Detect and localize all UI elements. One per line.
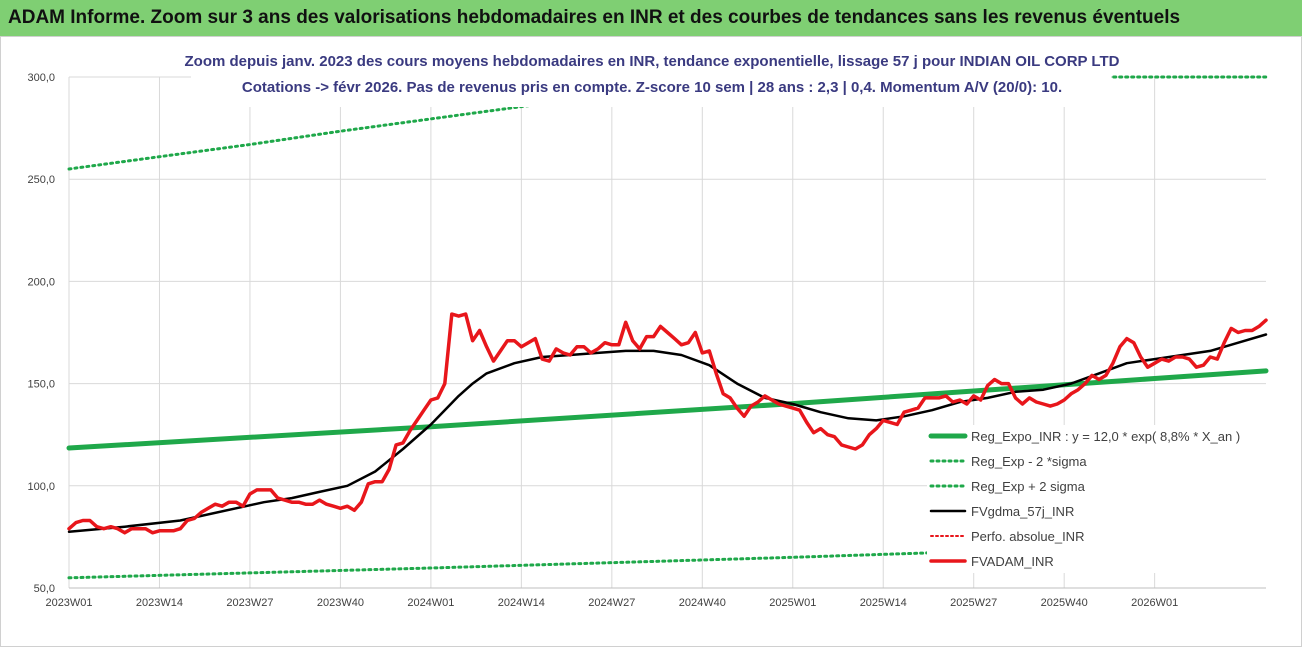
legend-label: FVgdma_57j_INR (971, 504, 1074, 519)
y-tick-label: 200,0 (27, 276, 55, 288)
chart-title-background (191, 45, 1111, 107)
x-tick-label: 2023W27 (226, 597, 273, 609)
x-tick-label: 2025W14 (860, 597, 907, 609)
series-fvgdma-line (67, 333, 1268, 534)
report-title: ADAM Informe. Zoom sur 3 ans des valoris… (8, 7, 1181, 28)
x-tick-label: 2025W27 (950, 597, 997, 609)
header-bar: ADAM Informe. Zoom sur 3 ans des valoris… (0, 0, 1302, 37)
legend-label: Reg_Exp - 2 *sigma (971, 454, 1087, 469)
x-tick-label: 2026W01 (1131, 597, 1178, 609)
y-tick-label: 150,0 (27, 379, 55, 391)
x-tick-label: 2024W27 (588, 597, 635, 609)
y-tick-label: 300,0 (27, 72, 55, 84)
legend-label: Reg_Exp + 2 sigma (971, 479, 1086, 494)
y-tick-label: 100,0 (27, 481, 55, 493)
x-tick-label: 2024W40 (679, 597, 726, 609)
x-tick-label: 2024W14 (498, 597, 545, 609)
x-tick-label: 2023W01 (45, 597, 92, 609)
chart-area: 50,0 100,0 150,0 200,0 250,0 300,0 2023W01 2023… (0, 36, 1302, 647)
y-tick-label: 250,0 (27, 174, 55, 186)
x-tick-label: 2025W40 (1041, 597, 1088, 609)
chart-title-line-2: Cotations -> févr 2026. Pas de revenus p… (241, 79, 1063, 96)
x-tick-label: 2024W01 (407, 597, 454, 609)
series-fvadam-line (67, 312, 1268, 535)
legend-label: FVADAM_INR (971, 554, 1054, 569)
chart-svg: 50,0 100,0 150,0 200,0 250,0 300,0 2023W01 2023… (27, 45, 1269, 609)
x-tick-label: 2025W01 (769, 597, 816, 609)
x-tick-label: 2023W14 (136, 597, 183, 609)
x-tick-label: 2023W40 (317, 597, 364, 609)
y-tick-label: 50,0 (34, 583, 55, 595)
legend-label: Reg_Expo_INR : y = 12,0 * exp( 8,8% * X_… (971, 429, 1240, 444)
legend-box (927, 425, 1267, 573)
legend-label: Perfo. absolue_INR (971, 529, 1084, 544)
chart-title-line-1: Zoom depuis janv. 2023 des cours moyens … (184, 53, 1120, 70)
